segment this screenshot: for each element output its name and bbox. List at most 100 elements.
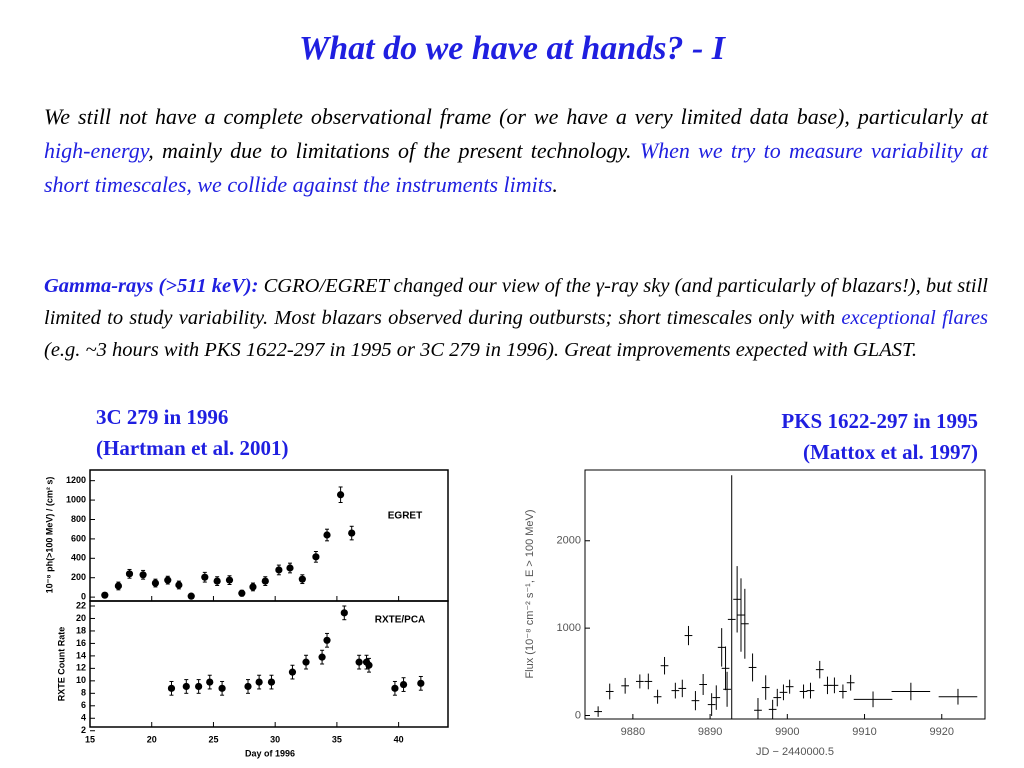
x-tick-label: 35 — [332, 734, 342, 744]
data-point — [261, 577, 269, 585]
plot-frame — [584, 469, 986, 720]
data-point — [238, 589, 246, 597]
paragraph: We still not have a complete observation… — [44, 100, 988, 202]
data-point — [218, 684, 226, 692]
x-tick-label: 30 — [270, 734, 280, 744]
data-point — [101, 591, 109, 599]
plot-frame — [89, 600, 449, 728]
y-tick-label: 800 — [71, 514, 86, 524]
data-point — [182, 682, 190, 691]
data-point — [298, 575, 306, 583]
data-point — [267, 678, 276, 686]
x-tick-label: 15 — [85, 734, 95, 744]
y-tick-label: 400 — [71, 553, 86, 563]
highlight: high-energy — [44, 138, 149, 163]
figure-caption: PKS 1622-297 in 1995 (Mattox et al. 1997) — [781, 406, 978, 468]
y-tick-label: 12 — [76, 663, 86, 673]
x-tick-label: 9910 — [852, 726, 876, 738]
data-point — [249, 583, 257, 591]
y-tick-label: 16 — [76, 638, 86, 648]
y-axis-label: 10⁻⁸ ph(>100 MeV) / (cm² s) — [44, 477, 54, 594]
data-point — [340, 609, 348, 617]
text: (e.g. ~3 hours with PKS 1622-297 in 1995… — [44, 339, 917, 361]
figure-caption: 3C 279 in 1996 (Hartman et al. 2001) — [96, 402, 288, 464]
slide-title: What do we have at hands? - I — [299, 30, 725, 67]
data-point — [151, 579, 160, 587]
data-point — [348, 529, 356, 537]
y-axis-label: Flux (10⁻⁸ cm⁻² s⁻¹, E > 100 MeV) — [524, 509, 536, 678]
x-tick-label: 9900 — [775, 726, 799, 738]
y-axis-label: RXTE Count Rate — [56, 627, 66, 702]
y-tick-label: 0 — [575, 709, 581, 721]
y-tick-label: 1000 — [557, 622, 581, 634]
x-tick-label: 20 — [147, 734, 157, 744]
x-tick-label: 9880 — [621, 726, 645, 738]
caption-line: (Mattox et al. 1997) — [803, 440, 978, 464]
x-tick-label: 9890 — [698, 726, 722, 738]
data-point — [365, 661, 373, 669]
y-tick-label: 14 — [76, 650, 86, 660]
data-point — [244, 682, 252, 691]
text: . — [552, 172, 558, 197]
data-point — [225, 576, 234, 584]
y-tick-label: 1200 — [66, 475, 86, 485]
data-point — [323, 636, 331, 644]
y-tick-label: 22 — [76, 600, 86, 610]
data-point — [275, 566, 283, 574]
y-tick-label: 10 — [76, 675, 86, 685]
data-point — [201, 573, 209, 581]
panel-annotation: EGRET — [388, 511, 422, 522]
data-point — [302, 658, 310, 666]
data-point — [255, 678, 263, 686]
y-tick-label: 0 — [81, 591, 86, 601]
data-point — [206, 678, 214, 686]
data-point — [312, 553, 320, 561]
data-point — [391, 684, 399, 692]
y-tick-label: 4 — [81, 713, 86, 723]
data-point — [114, 582, 122, 590]
lead: Gamma-rays (>511 keV): — [44, 275, 259, 297]
data-point — [139, 571, 147, 579]
data-point — [417, 679, 425, 687]
data-point — [213, 577, 221, 585]
y-tick-label: 6 — [81, 700, 86, 710]
data-point — [195, 682, 203, 691]
highlight: exceptional flares — [841, 307, 988, 329]
data-point — [288, 668, 297, 676]
x-axis-label: Day of 1996 — [245, 748, 295, 758]
y-tick-label: 2000 — [557, 535, 581, 547]
plot-frame — [89, 469, 449, 602]
caption-line: (Hartman et al. 2001) — [96, 436, 289, 460]
data-point — [337, 491, 345, 499]
y-tick-label: 8 — [81, 688, 86, 698]
highlight: When we try to measure variability at sh… — [44, 138, 988, 197]
panel-annotation: RXTE/PCA — [375, 615, 426, 626]
data-point — [318, 653, 326, 661]
y-tick-label: 600 — [71, 533, 86, 543]
caption-line: 3C 279 in 1996 — [96, 405, 229, 429]
x-tick-label: 9920 — [930, 726, 954, 738]
paragraph: Gamma-rays (>511 keV): CGRO/EGRET change… — [44, 270, 988, 366]
data-point — [355, 658, 363, 666]
data-point — [187, 592, 195, 600]
y-tick-label: 18 — [76, 625, 86, 635]
y-tick-label: 1000 — [66, 494, 86, 504]
x-tick-label: 40 — [394, 734, 404, 744]
text: CGRO/EGRET changed our view of the γ-ray… — [44, 275, 988, 329]
data-point — [286, 564, 294, 572]
x-axis-label: JD − 2440000.5 — [756, 746, 834, 758]
x-tick-label: 25 — [208, 734, 218, 744]
y-tick-label: 20 — [76, 613, 86, 623]
text: , mainly due to limitations of the prese… — [148, 138, 640, 163]
caption-line: PKS 1622-297 in 1995 — [781, 409, 978, 433]
data-point — [323, 531, 331, 539]
text: We still not have a complete observation… — [44, 104, 988, 129]
data-point — [175, 581, 183, 589]
data-point — [399, 680, 408, 689]
y-tick-label: 200 — [71, 572, 86, 582]
data-point — [125, 570, 134, 578]
y-tick-label: 2 — [81, 725, 86, 735]
data-point — [164, 576, 172, 584]
